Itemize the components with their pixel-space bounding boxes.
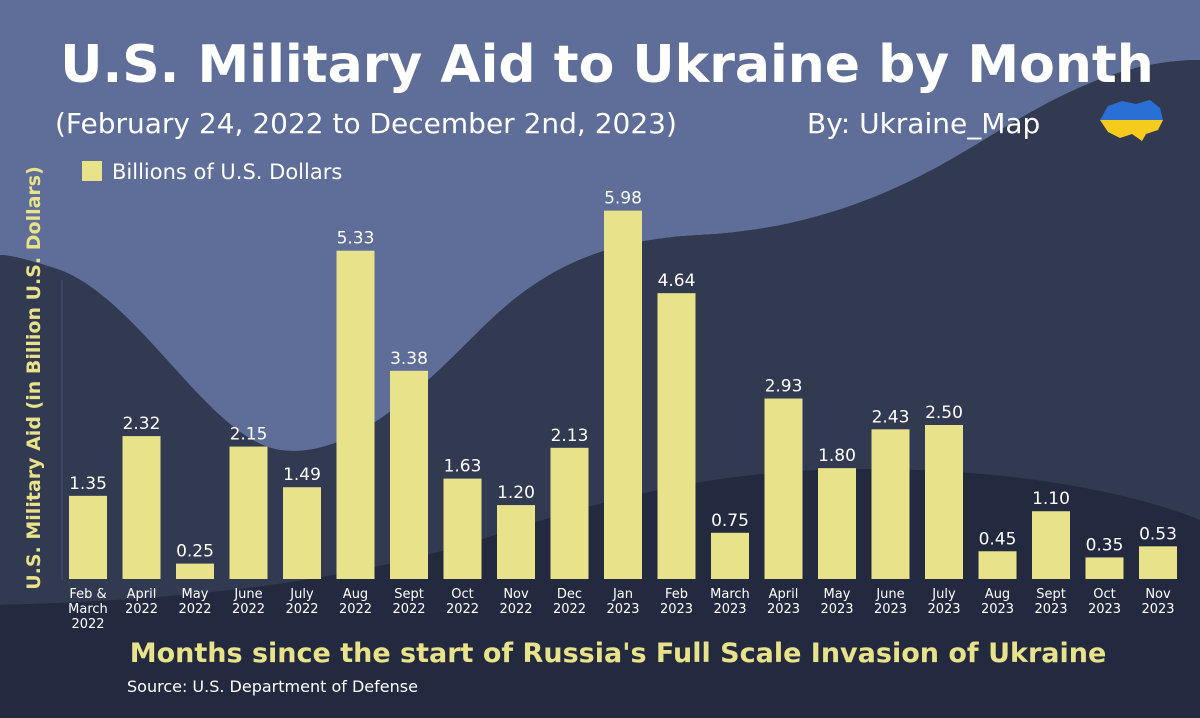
x-tick-label-5: Aug 2022 [339,587,372,617]
bar-18 [1032,511,1070,579]
value-label-7: 1.63 [444,457,482,477]
x-tick-label-4: July 2022 [285,587,318,617]
x-tick-label-10: Jan 2023 [606,587,639,617]
value-label-16: 2.50 [925,403,963,423]
bar-13 [764,398,803,579]
x-tick-label-20: Nov 2023 [1141,587,1174,617]
value-label-3: 2.15 [230,425,268,445]
x-tick-labels: Feb & March 2022 April 2022 May 2022 June 2022 Ju… [68,587,1174,632]
x-tick-label-0: Feb & March 2022 [68,587,108,632]
value-label-6: 3.38 [390,349,428,369]
x-axis-label: Months since the start of Russia's Full … [130,638,1107,669]
value-label-10: 5.98 [604,189,642,209]
background-wave-light [0,0,1200,451]
byline: By: Ukraine_Map [807,107,1040,140]
value-labels: 1.35 2.32 0.25 2.15 1.49 5.33 3.38 1.63 1.20 2.13… [69,189,1177,562]
bar-3 [229,446,268,579]
bar-10 [604,210,642,579]
x-tick-label-6: Sept 2022 [392,587,425,617]
x-tick-label-7: Oct 2022 [446,587,479,617]
x-tick-label-3: June 2022 [232,587,265,617]
bar-8 [497,505,535,579]
ukraine-map-icon [1100,100,1163,141]
bar-15 [871,429,910,579]
bar-7 [443,478,482,579]
bar-16 [925,425,963,579]
bar-4 [283,487,321,579]
x-tick-label-17: Aug 2023 [981,587,1014,617]
bar-2 [176,563,214,579]
value-label-4: 1.49 [283,465,321,485]
value-label-20: 0.53 [1139,524,1177,544]
chart-subtitle: (February 24, 2022 to December 2nd, 2023… [55,107,677,140]
value-label-12: 0.75 [711,511,749,531]
value-label-9: 2.13 [551,426,589,446]
value-label-1: 2.32 [123,414,161,434]
y-axis-label: U.S. Military Aid (in Billion U.S. Dolla… [23,166,45,590]
x-tick-label-16: July 2023 [927,587,960,617]
x-tick-label-11: Feb 2023 [660,587,693,617]
x-tick-label-13: April 2023 [767,587,800,617]
value-label-17: 0.45 [979,529,1017,549]
value-label-11: 4.64 [658,271,696,291]
x-tick-label-14: May 2023 [820,587,853,617]
chart-title: U.S. Military Aid to Ukraine by Month [60,35,1154,95]
x-tick-label-12: March 2023 [710,587,750,617]
x-tick-label-2: May 2022 [178,587,211,617]
x-tick-label-19: Oct 2023 [1088,587,1121,617]
value-label-5: 5.33 [337,229,375,249]
bar-17 [978,551,1017,579]
x-tick-label-18: Sept 2023 [1034,587,1067,617]
bar-1 [122,436,161,579]
value-label-14: 1.80 [818,446,856,466]
legend-label: Billions of U.S. Dollars [112,160,342,184]
bar-6 [390,370,428,579]
bar-11 [657,293,696,579]
bar-9 [550,447,589,579]
x-tick-label-8: Nov 2022 [499,587,532,617]
value-label-13: 2.93 [765,377,803,397]
value-label-18: 1.10 [1032,489,1070,509]
bar-19 [1085,557,1124,579]
bar-12 [711,532,749,579]
x-tick-label-9: Dec 2022 [553,587,586,617]
bars-layer [69,210,1177,579]
value-label-15: 2.43 [872,407,910,427]
source-note: Source: U.S. Department of Defense [127,677,418,696]
x-tick-label-15: June 2023 [874,587,907,617]
bar-14 [818,468,856,579]
x-tick-label-1: April 2022 [125,587,158,617]
value-label-19: 0.35 [1086,535,1124,555]
value-label-0: 1.35 [69,474,107,494]
bar-5 [336,250,375,579]
legend-swatch [82,161,102,181]
value-label-2: 0.25 [176,542,214,562]
value-label-8: 1.20 [497,483,535,503]
bar-0 [69,495,107,579]
bar-20 [1139,546,1177,579]
